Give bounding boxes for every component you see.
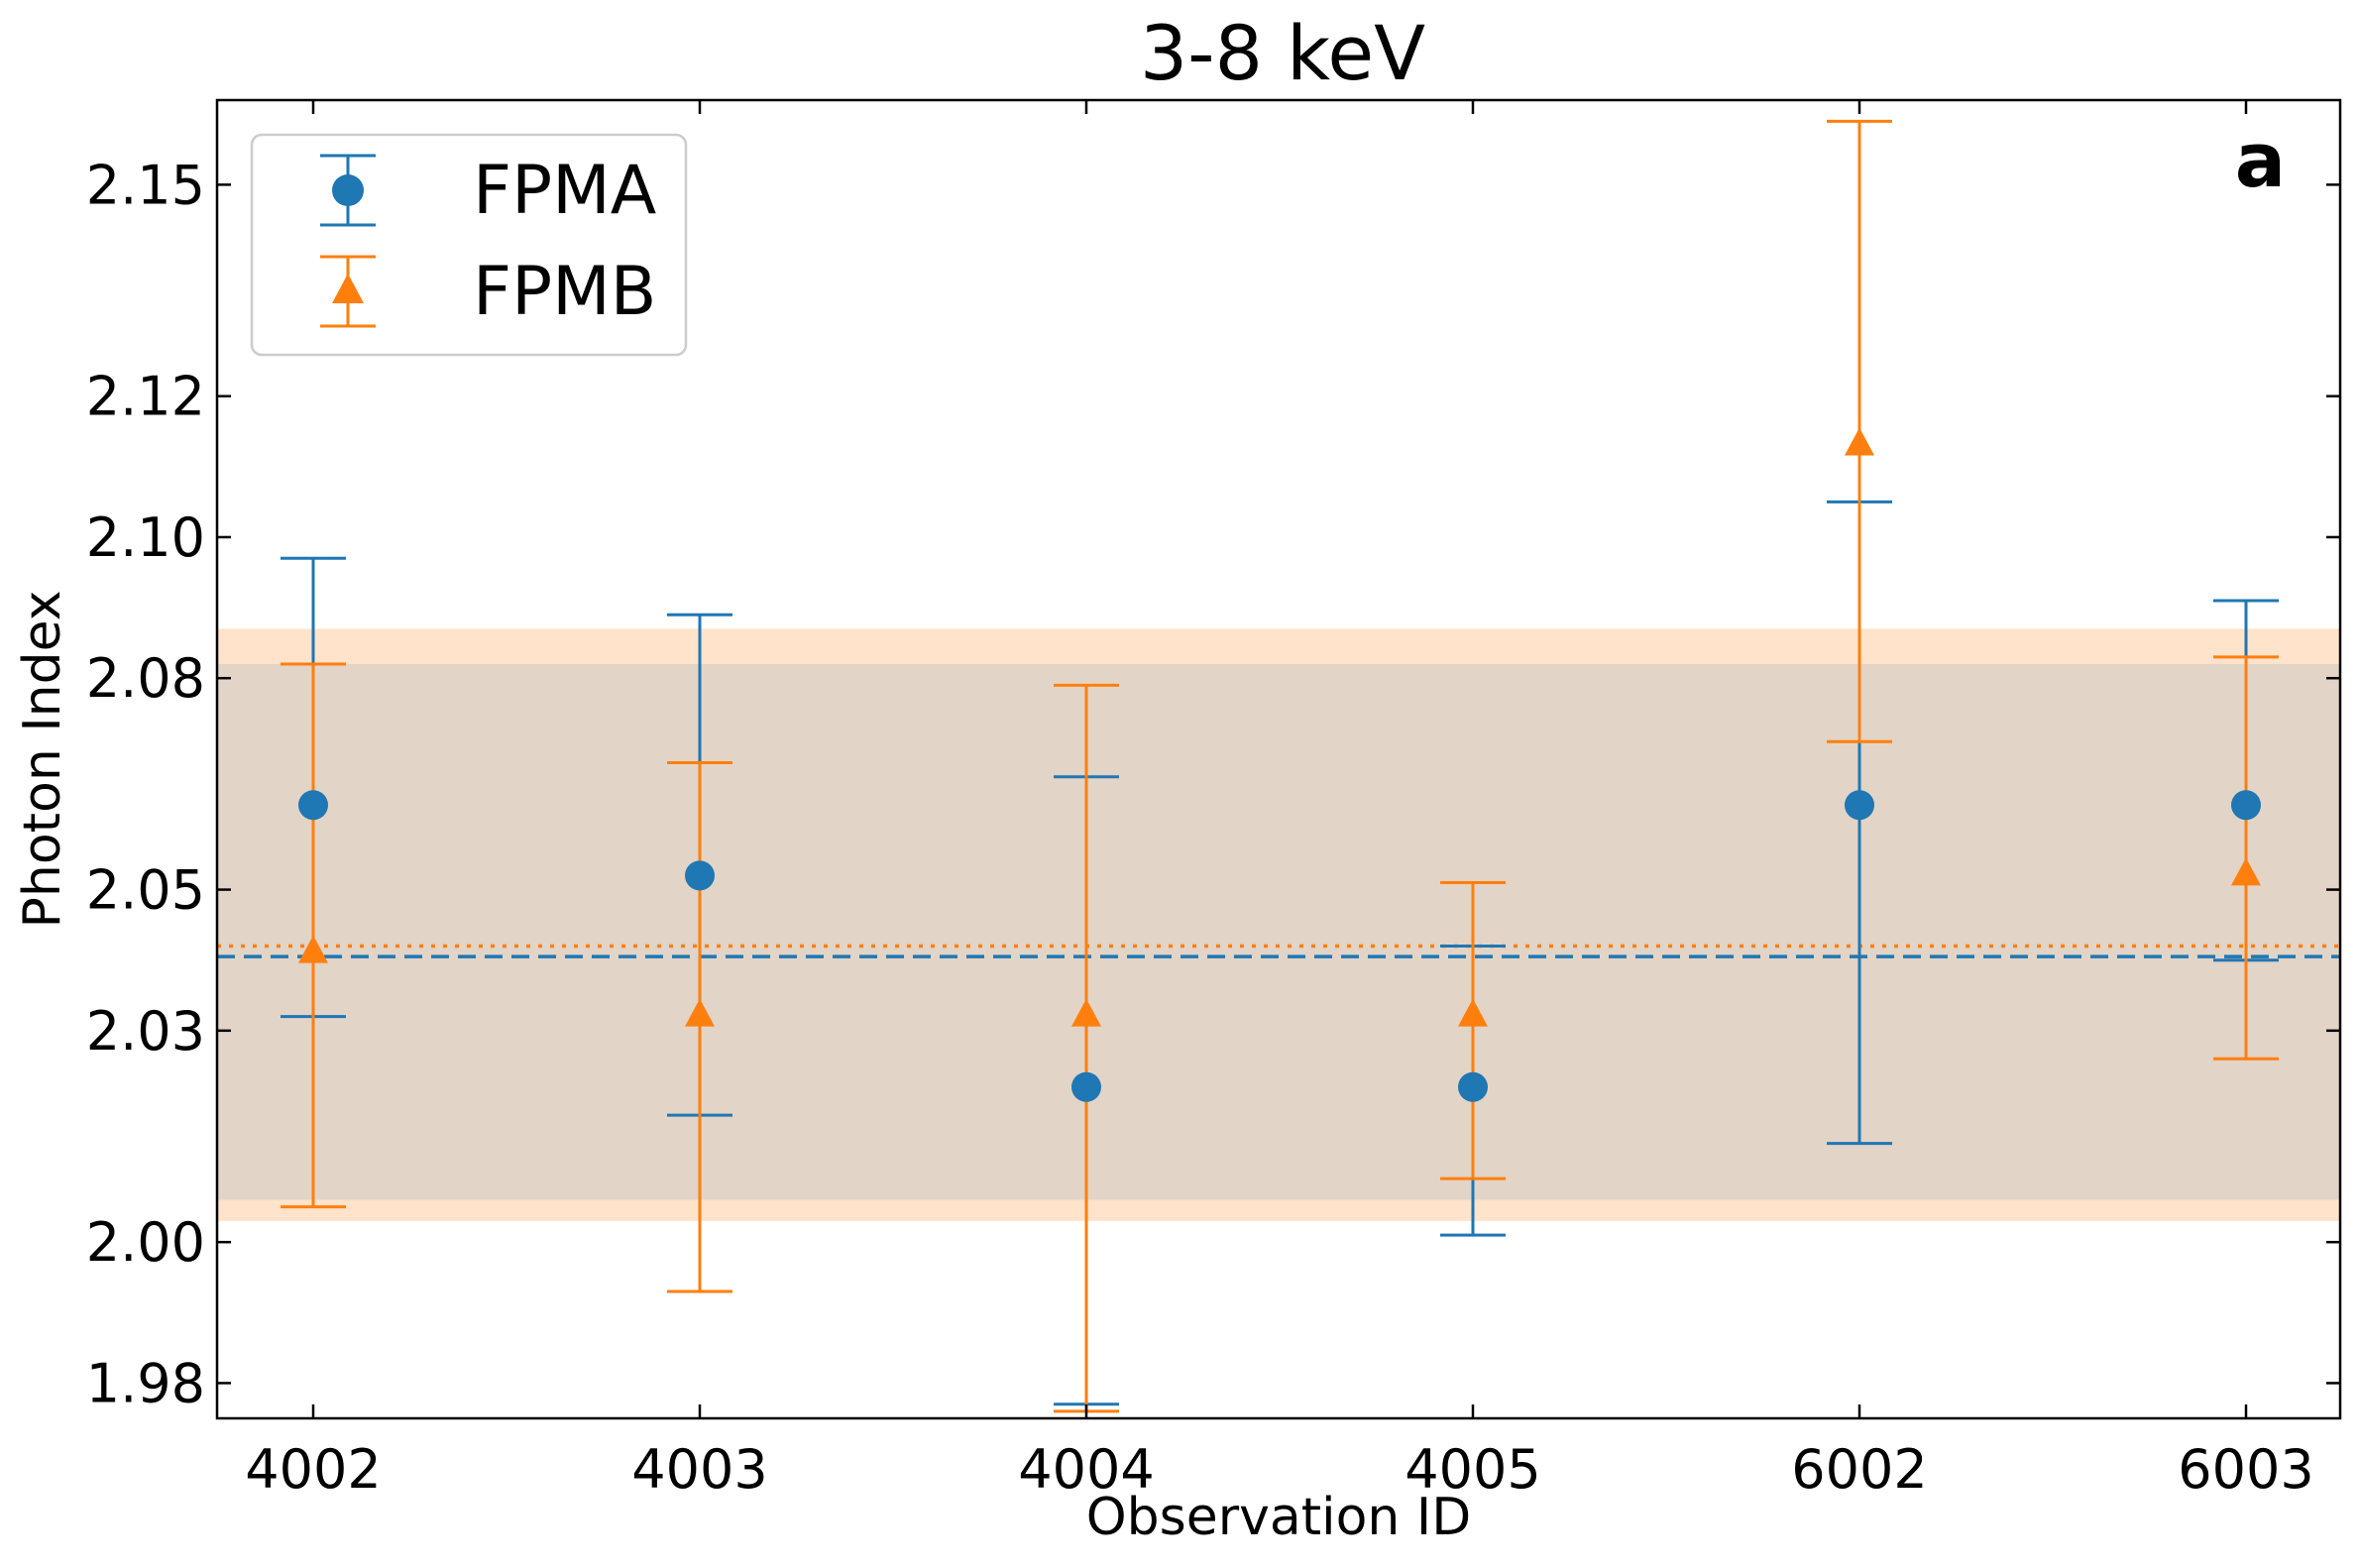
x-tick-label-4002: 4002 xyxy=(245,1438,381,1501)
x-axis: 4002 4003 4004 4005 6002 6003 xyxy=(245,100,2314,1501)
marker-fpma-4005 xyxy=(1458,1071,1488,1102)
panel-label: a xyxy=(2235,116,2286,204)
marker-fpmb-4005 xyxy=(1458,998,1488,1027)
marker-fpma-6003 xyxy=(2231,790,2261,821)
y-tick-label-2.03: 2.03 xyxy=(86,1000,205,1063)
marker-fpmb-4002 xyxy=(298,935,328,963)
legend-entry-fpmb: FPMB xyxy=(320,253,656,331)
marker-fpma-4002 xyxy=(298,790,328,821)
band-fpma xyxy=(217,663,2340,1200)
mean-lines xyxy=(217,944,2340,958)
legend-fpmb-label: FPMB xyxy=(473,253,656,331)
x-tick-label-4003: 4003 xyxy=(631,1438,767,1501)
legend-fpma-circle-marker xyxy=(332,174,364,206)
x-tick-label-4004: 4004 xyxy=(1018,1438,1154,1501)
y-tick-label-2.12: 2.12 xyxy=(86,366,205,428)
marker-fpma-6002 xyxy=(1845,790,1874,821)
chart-title: 3-8 keV xyxy=(1140,9,1425,97)
y-axis: 1.98 2.00 2.03 2.05 2.08 2.10 2.12 2.15 xyxy=(86,154,2340,1414)
data-markers xyxy=(298,427,2261,1102)
y-tick-label-2.05: 2.05 xyxy=(86,859,205,922)
marker-fpma-4004 xyxy=(1071,1071,1101,1102)
x-tick-label-6003: 6003 xyxy=(2178,1438,2313,1501)
x-tick-label-6002: 6002 xyxy=(1791,1438,1927,1501)
legend-fpmb-triangle-marker xyxy=(332,274,364,303)
y-tick-label-2.10: 2.10 xyxy=(86,506,205,569)
legend-fpma-label: FPMA xyxy=(473,152,656,230)
confidence-bands xyxy=(217,628,2340,1221)
marker-fpmb-4003 xyxy=(685,998,715,1027)
marker-fpma-4003 xyxy=(685,860,715,891)
y-tick-label-2.15: 2.15 xyxy=(86,154,205,216)
y-tick-label-2.08: 2.08 xyxy=(86,647,205,710)
band-fpmb xyxy=(217,628,2340,1221)
plot-frame xyxy=(215,98,2342,1420)
marker-fpmb-6003 xyxy=(2231,857,2261,886)
y-axis-title: Photon Index xyxy=(13,591,72,929)
x-axis-title: Observation ID xyxy=(1086,1488,1472,1547)
marker-fpmb-6002 xyxy=(1845,427,1874,456)
legend-entry-fpma: FPMA xyxy=(320,152,656,230)
marker-fpmb-4004 xyxy=(1071,998,1101,1027)
x-tick-label-4005: 4005 xyxy=(1405,1438,1540,1501)
legend: FPMA FPMB xyxy=(250,133,688,357)
y-tick-label-1.98: 1.98 xyxy=(86,1352,205,1414)
y-tick-label-2.00: 2.00 xyxy=(86,1211,205,1274)
